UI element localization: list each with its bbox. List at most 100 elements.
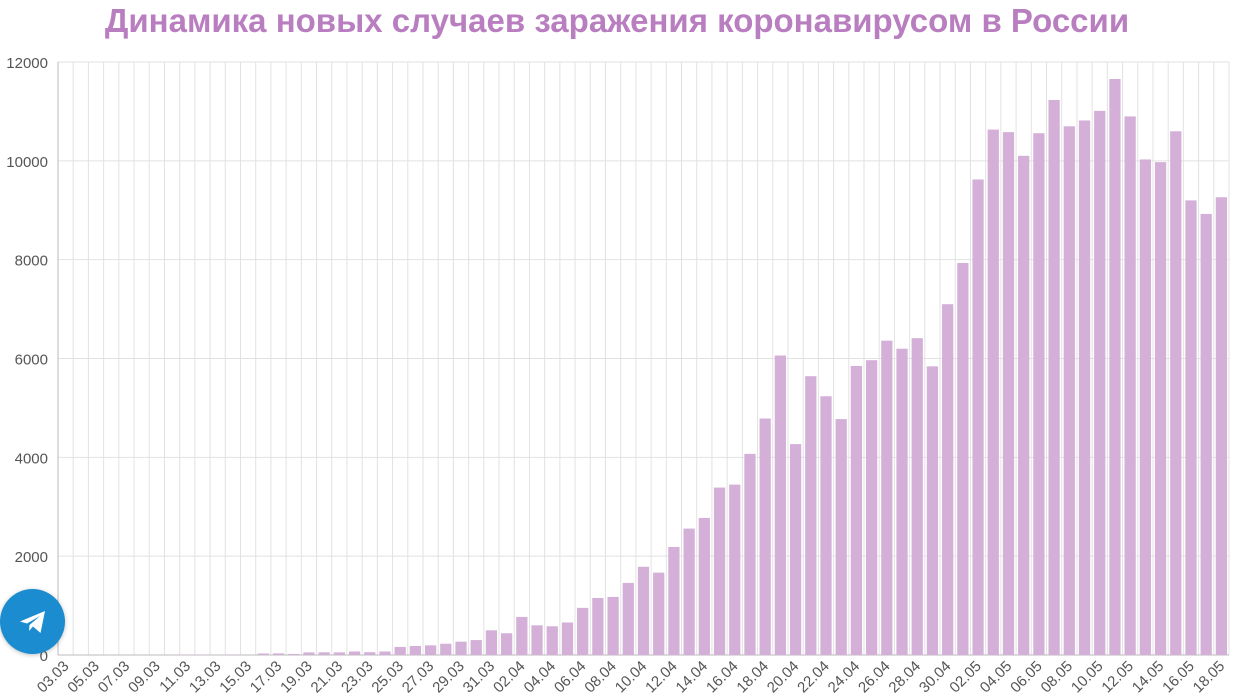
bar — [561, 622, 574, 655]
bar — [1063, 126, 1075, 656]
bar — [592, 597, 604, 655]
x-tick-label: 08.04 — [581, 658, 620, 697]
x-tick-label: 21.03 — [308, 658, 347, 697]
x-tick-label: 19.03 — [277, 658, 316, 697]
bar — [729, 484, 741, 655]
x-tick-label: 25.03 — [368, 658, 407, 697]
x-tick-label: 11.03 — [156, 658, 194, 696]
x-tick-label: 29.03 — [429, 658, 468, 697]
bar — [424, 645, 437, 655]
x-tick-label: 16.05 — [1159, 658, 1198, 697]
y-tick-label: 12000 — [6, 55, 48, 72]
bar — [972, 179, 984, 655]
y-tick-label: 8000 — [15, 253, 48, 270]
x-tick-label: 06.05 — [1007, 658, 1046, 697]
x-tick-label: 13.03 — [186, 658, 225, 697]
bar — [942, 304, 954, 655]
x-tick-label: 31.03 — [460, 658, 499, 697]
bar — [805, 376, 817, 655]
bar — [850, 365, 863, 655]
bar — [1094, 110, 1106, 655]
bar — [394, 646, 406, 655]
bar — [607, 596, 619, 655]
x-tick-label: 12.05 — [1098, 658, 1137, 697]
x-tick-label: 24.04 — [825, 658, 864, 697]
x-tick-label: 07.03 — [95, 658, 134, 697]
x-tick-label: 28.04 — [885, 658, 924, 697]
bar — [455, 641, 467, 655]
bar — [288, 653, 300, 655]
bar — [622, 582, 634, 655]
x-tick-label: 18.04 — [733, 658, 772, 697]
x-tick-label: 26.04 — [855, 658, 894, 697]
bar — [409, 646, 422, 655]
bar — [516, 616, 528, 655]
x-tick-label: 10.05 — [1068, 658, 1107, 697]
x-tick-label: 04.04 — [521, 658, 560, 697]
x-tick-label: 08.05 — [1038, 658, 1077, 697]
bar — [1109, 78, 1121, 656]
x-tick-label: 17.03 — [247, 658, 286, 697]
bar — [348, 651, 361, 655]
bar — [1200, 213, 1212, 655]
bar — [668, 546, 680, 655]
bar — [546, 626, 558, 655]
y-tick-label: 2000 — [15, 549, 48, 566]
bar — [911, 338, 923, 655]
bar — [1033, 133, 1045, 655]
bar — [577, 607, 589, 655]
y-tick-label: 10000 — [6, 154, 48, 171]
bar — [637, 566, 650, 655]
bar — [470, 640, 482, 655]
x-tick-label: 04.05 — [977, 658, 1016, 697]
bar — [485, 630, 498, 655]
x-tick-label: 05.03 — [64, 658, 103, 697]
y-tick-label: 6000 — [15, 352, 48, 369]
x-tick-label: 10.04 — [612, 658, 651, 697]
bar — [957, 262, 969, 655]
bar — [987, 129, 999, 655]
bar — [1139, 159, 1151, 656]
bar — [698, 517, 710, 655]
bar — [303, 652, 315, 655]
bar — [379, 651, 391, 655]
bar — [926, 366, 939, 655]
bar — [653, 572, 665, 655]
bar — [333, 652, 345, 655]
x-tick-label: 09.03 — [125, 658, 164, 697]
x-tick-label: 14.05 — [1129, 658, 1168, 697]
bar — [881, 340, 893, 655]
y-tick-label: 0 — [40, 648, 48, 665]
bar — [789, 444, 802, 655]
bar — [257, 653, 269, 655]
bar — [759, 418, 771, 655]
x-tick-label: 20.04 — [764, 658, 803, 697]
x-tick-label: 14.04 — [673, 658, 712, 697]
x-tick-label: 12.04 — [642, 658, 681, 697]
bar — [1215, 197, 1228, 655]
telegram-share-button[interactable] — [0, 589, 65, 654]
y-tick-label: 4000 — [15, 450, 48, 467]
bar — [774, 355, 786, 655]
bar — [364, 652, 376, 655]
x-tick-label: 16.04 — [703, 658, 742, 697]
bar — [1124, 116, 1136, 655]
x-tick-label: 15.03 — [216, 658, 255, 697]
bar — [1170, 131, 1182, 655]
bar — [1154, 162, 1167, 655]
bar — [440, 643, 452, 655]
x-tick-label: 27.03 — [399, 658, 438, 697]
bar — [835, 419, 847, 655]
bar — [531, 625, 543, 655]
x-tick-label: 18.05 — [1190, 658, 1229, 697]
bar — [318, 652, 330, 655]
chart-title: Динамика новых случаев заражения коронав… — [104, 2, 1130, 39]
telegram-paper-plane-icon — [19, 610, 45, 633]
bar — [1048, 100, 1060, 656]
bar — [865, 360, 878, 655]
x-tick-label: 02.05 — [946, 658, 985, 697]
bar — [896, 348, 908, 655]
bar — [713, 487, 726, 655]
bar — [501, 633, 513, 655]
